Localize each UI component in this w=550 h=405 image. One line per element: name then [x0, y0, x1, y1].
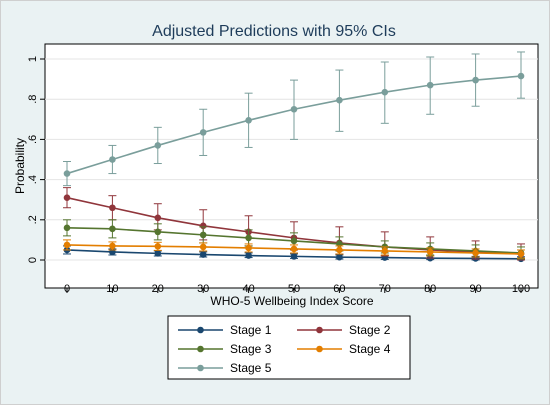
legend-item: Stage 1 [178, 323, 272, 337]
legend-marker [316, 326, 323, 334]
data-point [245, 234, 252, 242]
x-tick-label: 60 [333, 283, 345, 295]
data-point [245, 252, 252, 259]
data-point [517, 72, 525, 80]
data-point [381, 247, 389, 255]
x-tick-label: 10 [106, 283, 118, 295]
data-point [245, 117, 252, 124]
x-tick-label: 30 [197, 283, 209, 295]
data-point [63, 194, 71, 201]
legend-marker [316, 345, 323, 353]
data-point [199, 251, 207, 258]
y-tick-label: .8 [27, 95, 39, 104]
data-point [199, 222, 207, 230]
data-point [336, 246, 343, 254]
x-tick-label: 40 [242, 283, 254, 295]
data-point [109, 225, 116, 233]
data-point [517, 250, 525, 258]
data-point [290, 245, 298, 253]
x-tick-label: 20 [152, 283, 164, 295]
data-point [199, 231, 207, 239]
legend-marker [197, 345, 204, 353]
data-point [426, 81, 434, 89]
data-point [63, 224, 71, 232]
series-4 [63, 239, 525, 259]
legend-marker [197, 364, 204, 372]
data-point [63, 170, 71, 177]
legend-label: Stage 1 [230, 323, 272, 337]
y-axis-ticks: 0 .2 .4 .6 .8 1 [27, 56, 45, 263]
data-point [199, 129, 207, 136]
legend-item: Stage 4 [297, 342, 391, 356]
data-point [290, 253, 298, 260]
data-point [154, 142, 162, 149]
legend-marker [197, 326, 204, 334]
x-tick-label: 100 [512, 283, 530, 295]
legend-label: Stage 4 [349, 342, 391, 356]
data-point [290, 105, 298, 113]
y-tick-label: 0 [27, 257, 39, 263]
legend-label: Stage 2 [349, 323, 391, 337]
chart-title: Adjusted Predictions with 95% CIs [152, 23, 396, 40]
data-point [245, 244, 252, 252]
legend-item: Stage 5 [178, 361, 272, 375]
plot-series [63, 51, 525, 263]
legend: Stage 1 Stage 2 Stage 3 Stage 4 Stage 5 [178, 323, 391, 375]
gridlines [45, 58, 538, 261]
data-point [109, 242, 116, 250]
legend-item: Stage 3 [178, 342, 272, 356]
data-point [336, 253, 343, 261]
x-axis-ticks: 0 10 20 30 40 50 60 70 80 90 100 [64, 283, 530, 295]
data-point [381, 88, 389, 96]
y-axis-label: Probability [13, 138, 27, 194]
x-tick-label: 80 [424, 283, 436, 295]
data-point [199, 243, 207, 251]
x-axis-label: WHO-5 Wellbeing Index Score [210, 294, 374, 308]
data-point [154, 228, 162, 236]
series-5 [63, 51, 525, 187]
x-tick-label: 90 [469, 283, 481, 295]
legend-item: Stage 2 [297, 323, 391, 337]
data-point [336, 96, 343, 104]
data-point [63, 241, 71, 249]
legend-label: Stage 5 [230, 361, 272, 375]
y-tick-label: .4 [27, 175, 39, 184]
data-point [154, 243, 162, 250]
data-point [472, 249, 479, 257]
data-point [290, 237, 298, 245]
data-point [109, 156, 116, 163]
data-point [109, 204, 116, 212]
data-point [154, 250, 162, 257]
data-point [154, 214, 162, 222]
y-tick-label: .2 [27, 215, 39, 224]
x-tick-label: 50 [288, 283, 300, 295]
x-tick-label: 0 [64, 283, 70, 295]
x-tick-label: 70 [379, 283, 391, 295]
data-point [472, 76, 479, 84]
y-tick-label: 1 [27, 56, 39, 62]
y-tick-label: .6 [27, 135, 39, 144]
legend-label: Stage 3 [230, 342, 272, 356]
data-point [426, 248, 434, 256]
